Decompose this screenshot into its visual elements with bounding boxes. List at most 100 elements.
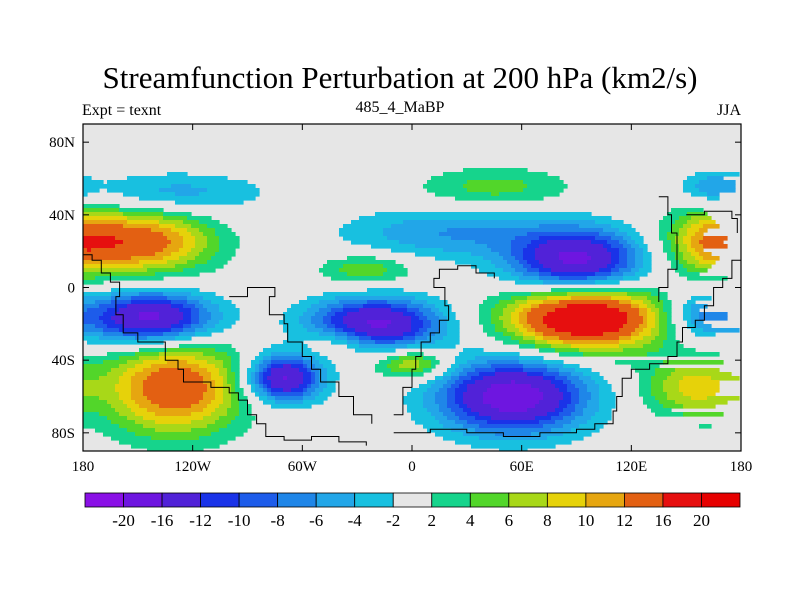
- contour-fill-cell: [499, 252, 512, 257]
- contour-fill-cell: [347, 344, 360, 349]
- contour-fill-cell: [355, 332, 368, 337]
- contour-fill-cell: [423, 184, 464, 189]
- contour-fill-cell: [627, 232, 640, 237]
- contour-fill-cell: [311, 384, 320, 389]
- contour-fill-cell: [223, 396, 232, 401]
- contour-fill-cell: [699, 260, 716, 265]
- contour-fill-cell: [423, 424, 444, 429]
- contour-fill-cell: [547, 296, 572, 301]
- contour-fill-cell: [163, 216, 188, 221]
- contour-fill-cell: [631, 332, 640, 337]
- contour-fill-cell: [471, 408, 500, 413]
- contour-fill-cell: [111, 436, 152, 441]
- contour-fill-cell: [547, 412, 560, 417]
- contour-fill-cell: [459, 372, 468, 377]
- contour-fill-cell: [147, 396, 204, 401]
- contour-fill-cell: [691, 308, 700, 313]
- contour-fill-cell: [619, 268, 632, 273]
- contour-fill-cell: [435, 400, 448, 405]
- contour-fill-cell: [675, 400, 728, 405]
- contour-fill-cell: [171, 184, 192, 189]
- contour-fill-cell: [623, 324, 640, 329]
- contour-fill-cell: [663, 248, 672, 253]
- contour-fill-cell: [511, 252, 524, 257]
- coastline: [393, 265, 495, 416]
- contour-fill-cell: [435, 304, 452, 309]
- contour-fill-cell: [443, 436, 480, 441]
- contour-fill-cell: [667, 336, 676, 341]
- contour-fill-cell: [439, 420, 456, 425]
- contour-fill-cell: [167, 348, 216, 353]
- contour-fill-cell: [687, 276, 728, 281]
- contour-fill-cell: [183, 244, 196, 249]
- contour-fill-cell: [415, 296, 440, 301]
- colorbar-label: 12: [616, 511, 633, 530]
- contour-fill-cell: [343, 328, 356, 333]
- contour-fill-cell: [151, 228, 172, 233]
- contour-fill-cell: [415, 336, 428, 341]
- contour-fill-cell: [187, 260, 208, 265]
- contour-fill-cell: [191, 232, 204, 237]
- colorbar-label: 2: [428, 511, 437, 530]
- x-tick-label: 120W: [174, 459, 212, 475]
- contour-fill-cell: [635, 340, 652, 345]
- contour-fill-cell: [391, 248, 444, 253]
- contour-fill-cell: [171, 240, 184, 245]
- contour-fill-cell: [371, 324, 388, 329]
- contour-fill-cell: [151, 372, 200, 377]
- contour-fill-cell: [407, 344, 456, 349]
- contour-fill-cell: [487, 420, 540, 425]
- contour-fill-cell: [343, 304, 364, 309]
- contour-fill-cell: [451, 408, 464, 413]
- contour-fill-cell: [463, 432, 496, 437]
- contour-fill-cell: [143, 384, 208, 389]
- contour-fill-cell: [571, 420, 588, 425]
- contour-fill-cell: [455, 356, 476, 361]
- contour-fill-cell: [159, 188, 208, 193]
- contour-fill-cell: [403, 400, 424, 405]
- colorbar-box: [546, 492, 587, 508]
- contour-fill-cell: [131, 256, 164, 261]
- contour-fill-cell: [447, 316, 456, 321]
- contour-fill-cell: [683, 256, 696, 261]
- contour-fill-cell: [631, 296, 648, 301]
- contour-fill-cell: [159, 224, 176, 229]
- contour-fill-cell: [83, 388, 116, 393]
- contour-fill-cell: [127, 304, 172, 309]
- contour-fill-cell: [283, 328, 308, 333]
- contour-fill-cell: [207, 388, 216, 393]
- contour-fill-cell: [307, 388, 316, 393]
- contour-fill-cell: [279, 320, 300, 325]
- contour-fill-cell: [231, 396, 240, 401]
- contour-fill-cell: [203, 232, 216, 237]
- contour-fill-cell: [463, 408, 472, 413]
- contour-fill-cell: [359, 336, 372, 341]
- contour-fill-cell: [687, 244, 692, 249]
- contour-fill-cell: [695, 256, 704, 261]
- contour-fill-cell: [471, 252, 500, 257]
- contour-fill-cell: [83, 384, 116, 389]
- contour-fill-cell: [171, 300, 188, 305]
- contour-fill-cell: [83, 392, 120, 397]
- contour-fill-cell: [619, 248, 628, 253]
- contour-fill-cell: [143, 388, 208, 393]
- contour-fill-cell: [539, 224, 580, 229]
- contour-fill-cell: [559, 352, 584, 357]
- contour-fill-cell: [491, 248, 512, 253]
- contour-fill-cell: [311, 380, 316, 385]
- contour-fill-cell: [611, 272, 624, 277]
- y-tick-label: 40N: [49, 208, 75, 224]
- contour-fill-cell: [307, 328, 324, 333]
- contour-fill-cell: [339, 228, 384, 233]
- contour-fill-cell: [523, 332, 536, 337]
- contour-fill-cell: [427, 388, 440, 393]
- contour-fill-cell: [83, 268, 148, 273]
- contour-fill-cell: [651, 384, 664, 389]
- contour-fill-cell: [655, 312, 660, 317]
- contour-fill-cell: [127, 216, 164, 221]
- contour-fill-cell: [663, 304, 672, 309]
- contour-fill-cell: [327, 384, 336, 389]
- contour-fill-cell: [683, 392, 716, 397]
- contour-fill-cell: [123, 224, 160, 229]
- contour-fill-cell: [195, 332, 212, 337]
